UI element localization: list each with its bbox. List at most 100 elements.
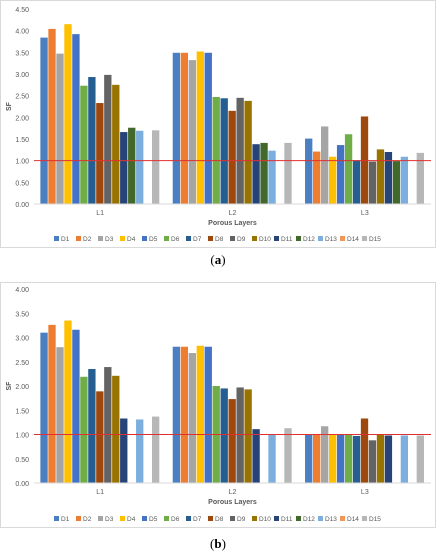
bar-d12-l2	[260, 142, 268, 204]
legend-label: D3	[105, 516, 114, 523]
x-axis-title: Porous Layers	[208, 220, 257, 227]
bar-d7-l1	[88, 369, 96, 483]
legend-label: D2	[83, 236, 92, 243]
bar-d1-l1	[40, 332, 48, 483]
bar-d2-l1	[48, 324, 56, 483]
bar-d3-l3	[320, 426, 329, 483]
bar-d9-l2	[236, 387, 244, 483]
legend-swatch	[318, 516, 323, 521]
bar-d6-l3	[344, 434, 353, 483]
bar-d13-l1	[136, 419, 144, 483]
bar-d2-l1	[48, 28, 56, 205]
legend-swatch	[186, 516, 191, 521]
bar-d5-l1	[72, 34, 80, 204]
bar-d4-l3	[328, 434, 337, 483]
bar-d11-l3	[384, 435, 393, 483]
legend-label: D11	[281, 516, 293, 523]
legend-swatch	[186, 236, 191, 241]
y-tick-label: 0.50	[15, 457, 29, 464]
legend-swatch	[274, 516, 279, 521]
y-tick-label: 1.50	[15, 137, 29, 144]
legend-label: D8	[215, 236, 224, 243]
chart-panel-a: 0.00 0.50 1.00 1.50 2.00 2.50 3.00 3.50 4.00 4.50…	[0, 0, 436, 270]
legend-label: D9	[237, 516, 246, 523]
bar-d7-l2	[220, 98, 228, 204]
legend-swatch	[142, 516, 147, 521]
caption-b: (b)	[210, 536, 226, 551]
bar-d6-l1	[80, 376, 88, 483]
y-axis-title: SF	[6, 381, 13, 391]
bar-d5-l2	[204, 346, 212, 483]
legend-swatch	[76, 516, 81, 521]
legend-label: D2	[83, 516, 92, 523]
bar-d15-l1	[151, 130, 160, 204]
legend-swatch	[164, 236, 169, 241]
bar-d6-l2	[212, 96, 220, 204]
bar-d3-l2	[188, 60, 196, 204]
bar-d9-l1	[104, 367, 112, 483]
y-tick-label: 4.00	[15, 29, 29, 36]
legend-label: D4	[127, 236, 136, 243]
legend-swatch	[230, 516, 235, 521]
bar-d4-l2	[196, 345, 204, 483]
y-tick-label: 2.50	[15, 94, 29, 101]
bar-d11-l2	[252, 144, 260, 204]
legend-label: D13	[325, 236, 337, 243]
bar-d11-l2	[252, 429, 260, 483]
bar-d10-l1	[112, 84, 120, 204]
caption-a-letter: a	[214, 252, 222, 267]
bar-d6-l1	[80, 85, 88, 204]
chart-frame-a: 0.00 0.50 1.00 1.50 2.00 2.50 3.00 3.50 4.00 4.50…	[0, 0, 436, 248]
bar-d9-l1	[104, 74, 112, 205]
legend-label: D14	[347, 236, 359, 243]
chart-frame-b: 0.00 0.50 1.00 1.50 2.00 2.50 3.00 3.50 4.00 SF L1…	[0, 282, 436, 528]
bar-d1-l2	[172, 52, 181, 204]
bar-d8-l1	[96, 391, 104, 483]
y-tick-label: 4.00	[15, 287, 29, 294]
bar-d10-l1	[112, 375, 120, 483]
y-tick-label: 1.00	[15, 433, 29, 440]
legend-swatch	[208, 516, 213, 521]
bar-d15-l3	[416, 152, 424, 204]
bar-d12-l1	[128, 127, 136, 204]
chart-panel-b: 0.00 0.50 1.00 1.50 2.00 2.50 3.00 3.50 4.00 SF L1…	[0, 282, 436, 551]
y-tick-label: 3.50	[15, 311, 29, 318]
legend-swatch	[274, 236, 279, 241]
bar-d7-l2	[220, 388, 228, 483]
legend-label: D15	[369, 236, 381, 243]
bar-d10-l3	[376, 434, 385, 483]
y-tick-label: 1.50	[15, 408, 29, 415]
legend-label: D12	[303, 236, 315, 243]
y-tick-label: 0.00	[15, 481, 29, 488]
legend-label: D6	[171, 236, 180, 243]
legend-label: D8	[215, 516, 224, 523]
bar-d4-l2	[196, 51, 204, 204]
bar-d5-l1	[72, 329, 80, 483]
legend-label: D13	[325, 516, 337, 523]
y-tick-label: 2.50	[15, 360, 29, 367]
bar-d5-l3	[336, 145, 345, 204]
bar-d2-l2	[180, 52, 189, 204]
bar-d8-l1	[96, 103, 104, 204]
legend-swatch	[340, 516, 345, 521]
legend-swatch	[120, 236, 125, 241]
bar-d11-l1	[120, 418, 128, 483]
legend-label: D15	[369, 516, 381, 523]
bar-d1-l1	[40, 37, 48, 204]
bar-d10-l2	[244, 100, 252, 204]
bar-d2-l3	[313, 151, 321, 204]
legend-label: D12	[303, 516, 315, 523]
legend-swatch	[120, 516, 125, 521]
legend-swatch	[164, 516, 169, 521]
bar-d15-l2	[284, 142, 292, 204]
bar-d2-l2	[180, 346, 189, 483]
legend-swatch	[142, 236, 147, 241]
bar-d5-l3	[336, 434, 345, 483]
bar-d7-l3	[352, 435, 361, 483]
bar-d3-l3	[320, 126, 329, 204]
legend-label: D5	[149, 516, 158, 523]
y-tick-label: 2.00	[15, 384, 29, 391]
x-tick-label: L3	[361, 210, 369, 217]
y-tick-label: 3.00	[15, 72, 29, 79]
legend-label: D5	[149, 236, 158, 243]
